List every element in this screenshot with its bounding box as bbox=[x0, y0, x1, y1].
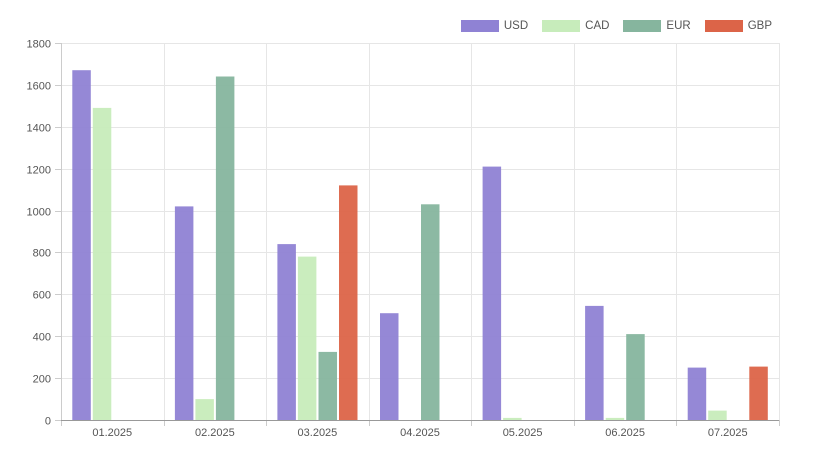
bar-eur-03.2025[interactable] bbox=[319, 352, 338, 420]
legend-item-cad[interactable]: CAD bbox=[542, 20, 609, 32]
y-tick-label: 1600 bbox=[27, 81, 51, 93]
legend-item-gbp[interactable]: GBP bbox=[705, 20, 772, 32]
legend: USD CAD EUR GBP bbox=[461, 20, 772, 32]
bar-usd-01.2025[interactable] bbox=[72, 70, 91, 420]
bar-usd-04.2025[interactable] bbox=[380, 313, 399, 420]
legend-swatch-usd bbox=[461, 20, 499, 32]
x-tick-label: 04.2025 bbox=[400, 427, 440, 439]
y-tick-label: 800 bbox=[33, 248, 51, 260]
x-tick-label: 07.2025 bbox=[708, 427, 748, 439]
bar-cad-05.2025[interactable] bbox=[503, 418, 521, 420]
axes bbox=[55, 43, 780, 426]
bar-plot: 0 200 400 600 800 1000 1200 1400 1600 1800 01.2025… bbox=[0, 0, 824, 456]
bar-cad-06.2025[interactable] bbox=[606, 418, 625, 420]
chart: USD CAD EUR GBP 0 200 400 600 800 1000 1200 140… bbox=[0, 0, 824, 456]
legend-swatch-eur bbox=[623, 20, 661, 32]
bar-gbp-07.2025[interactable] bbox=[749, 367, 768, 420]
y-tick-label: 600 bbox=[33, 290, 51, 302]
legend-item-usd[interactable]: USD bbox=[461, 20, 528, 32]
bar-cad-07.2025[interactable] bbox=[708, 411, 727, 420]
y-tick-label: 400 bbox=[33, 332, 51, 344]
bar-usd-03.2025[interactable] bbox=[277, 244, 296, 420]
bar-gbp-03.2025[interactable] bbox=[339, 185, 358, 420]
y-tick-label: 1000 bbox=[27, 207, 51, 219]
bars bbox=[72, 70, 768, 420]
y-tick-label: 1800 bbox=[27, 39, 51, 51]
legend-item-eur[interactable]: EUR bbox=[623, 20, 690, 32]
x-tick-label: 06.2025 bbox=[605, 427, 645, 439]
bar-cad-02.2025[interactable] bbox=[195, 399, 214, 420]
x-tick-label: 05.2025 bbox=[503, 427, 543, 439]
bar-cad-03.2025[interactable] bbox=[298, 257, 317, 420]
x-tick-label: 02.2025 bbox=[195, 427, 235, 439]
bar-usd-05.2025[interactable] bbox=[483, 167, 502, 420]
x-tick-label: 03.2025 bbox=[298, 427, 338, 439]
bar-eur-04.2025[interactable] bbox=[421, 204, 440, 420]
legend-label-eur: EUR bbox=[666, 20, 690, 32]
y-tick-label: 200 bbox=[33, 374, 51, 386]
legend-swatch-gbp bbox=[705, 20, 743, 32]
x-tick-label: 01.2025 bbox=[92, 427, 132, 439]
y-tick-label: 1400 bbox=[27, 123, 51, 135]
y-tick-label: 1200 bbox=[27, 165, 51, 177]
legend-label-gbp: GBP bbox=[748, 20, 772, 32]
y-tick-label: 0 bbox=[45, 416, 51, 428]
bar-usd-07.2025[interactable] bbox=[688, 368, 707, 420]
gridlines bbox=[61, 43, 780, 420]
bar-usd-06.2025[interactable] bbox=[585, 306, 604, 420]
bar-cad-01.2025[interactable] bbox=[93, 108, 112, 420]
bar-eur-06.2025[interactable] bbox=[626, 334, 645, 420]
legend-label-usd: USD bbox=[504, 20, 528, 32]
legend-swatch-cad bbox=[542, 20, 580, 32]
legend-label-cad: CAD bbox=[585, 20, 609, 32]
bar-eur-02.2025[interactable] bbox=[216, 77, 235, 421]
bar-usd-02.2025[interactable] bbox=[175, 206, 194, 420]
